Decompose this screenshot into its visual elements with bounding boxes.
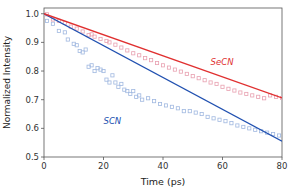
scatter-point bbox=[209, 81, 212, 84]
y-tick bbox=[41, 42, 44, 43]
scatter-point bbox=[236, 124, 239, 127]
plot-frame bbox=[44, 8, 282, 157]
scatter-point bbox=[277, 134, 280, 137]
scatter-point bbox=[179, 70, 182, 73]
y-tick-label: 0.7 bbox=[25, 95, 39, 105]
y-tick bbox=[41, 13, 44, 14]
scatter-point bbox=[239, 91, 242, 94]
scatter-point bbox=[114, 43, 117, 46]
scatter-point bbox=[63, 31, 66, 34]
scatter-point bbox=[75, 27, 78, 30]
scatter-point bbox=[257, 95, 260, 98]
scatter-point bbox=[111, 74, 114, 77]
scatter-point bbox=[200, 112, 203, 115]
scatter-point bbox=[194, 111, 197, 114]
y-tick bbox=[41, 128, 44, 129]
scatter-point bbox=[66, 38, 69, 41]
scatter-point bbox=[132, 52, 135, 55]
scatter-point bbox=[90, 64, 93, 67]
scatter-point bbox=[233, 89, 236, 92]
scatter-point bbox=[170, 105, 173, 108]
scatter-point bbox=[251, 94, 254, 97]
x-tick bbox=[282, 157, 283, 160]
scatter-point bbox=[99, 37, 102, 40]
x-tick-label: 40 bbox=[158, 161, 169, 171]
scatter-point bbox=[141, 98, 144, 101]
scatter-point bbox=[158, 102, 161, 105]
scatter-point bbox=[120, 46, 123, 49]
scatter-point bbox=[191, 75, 194, 78]
x-tick-label: 0 bbox=[41, 161, 46, 171]
scatter-point bbox=[161, 64, 164, 67]
scatter-point bbox=[242, 125, 245, 128]
scatter-point bbox=[75, 44, 78, 47]
scatter-point bbox=[84, 48, 87, 51]
scatter-point bbox=[227, 87, 230, 90]
scatter-point bbox=[51, 22, 54, 25]
scatter-point bbox=[147, 97, 150, 100]
scatter-point bbox=[212, 117, 215, 120]
scatter-point bbox=[245, 92, 248, 95]
scatter-point bbox=[248, 127, 251, 130]
scatter-point bbox=[120, 82, 123, 85]
annotation: SCN bbox=[104, 116, 122, 126]
y-axis-label: Normalized Intensity bbox=[2, 35, 12, 129]
scatter-point bbox=[152, 100, 155, 103]
y-tick-label: 0.9 bbox=[25, 37, 39, 47]
scatter-point bbox=[173, 68, 176, 71]
background bbox=[0, 0, 292, 189]
scatter-point bbox=[138, 94, 141, 97]
scatter-point bbox=[182, 110, 185, 113]
scatter-point bbox=[188, 110, 191, 113]
x-tick-label: 60 bbox=[217, 161, 228, 171]
y-tick bbox=[41, 99, 44, 100]
x-tick bbox=[222, 157, 223, 160]
scatter-point bbox=[218, 118, 221, 121]
x-tick bbox=[44, 157, 45, 160]
scatter-point bbox=[155, 61, 158, 64]
scatter-point bbox=[230, 122, 233, 125]
y-tick-label: 0.6 bbox=[25, 123, 39, 133]
y-tick-label: 0.5 bbox=[25, 152, 39, 162]
x-tick-label: 20 bbox=[98, 161, 109, 171]
scatter-point bbox=[263, 97, 266, 100]
plot-area bbox=[44, 13, 282, 142]
scatter-point bbox=[108, 81, 111, 84]
scatter-point bbox=[197, 77, 200, 80]
x-axis-label: Time (ps) bbox=[140, 176, 186, 187]
scatter-point bbox=[224, 120, 227, 123]
scatter-point bbox=[138, 54, 141, 57]
scatter-point bbox=[185, 72, 188, 75]
y-tick-label: 1.0 bbox=[25, 9, 39, 19]
y-tick-label: 0.8 bbox=[25, 66, 39, 76]
chart: 0 20 40 60 80 0.5 0.6 0.7 0.8 0.9 1.0 Time (ps) Norm… bbox=[0, 0, 292, 189]
scatter-point bbox=[114, 81, 117, 84]
scatter-point bbox=[144, 57, 147, 60]
scatter-point bbox=[108, 41, 111, 44]
scatter-point bbox=[45, 19, 48, 22]
scatter-point bbox=[164, 104, 167, 107]
x-tick bbox=[103, 157, 104, 160]
scatter-point bbox=[221, 85, 224, 88]
annotation: SeCN bbox=[211, 57, 235, 67]
scatter-point bbox=[215, 82, 218, 85]
scatter-point bbox=[206, 115, 209, 118]
scatter-point bbox=[132, 89, 135, 92]
fit-line bbox=[44, 14, 282, 142]
x-tick bbox=[163, 157, 164, 160]
scatter-point bbox=[150, 59, 153, 62]
scatter-point bbox=[254, 128, 257, 131]
scatter-point bbox=[81, 30, 84, 33]
scatter-point bbox=[176, 107, 179, 110]
scatter-point bbox=[57, 29, 60, 32]
x-tick-label: 80 bbox=[277, 161, 288, 171]
fit-line bbox=[44, 14, 282, 98]
y-tick bbox=[41, 157, 44, 158]
scatter-point bbox=[93, 35, 96, 38]
scatter-point bbox=[167, 66, 170, 69]
scatter-point bbox=[102, 69, 105, 72]
scatter-point bbox=[126, 49, 129, 52]
scatter-point bbox=[203, 79, 206, 82]
y-tick bbox=[41, 71, 44, 72]
